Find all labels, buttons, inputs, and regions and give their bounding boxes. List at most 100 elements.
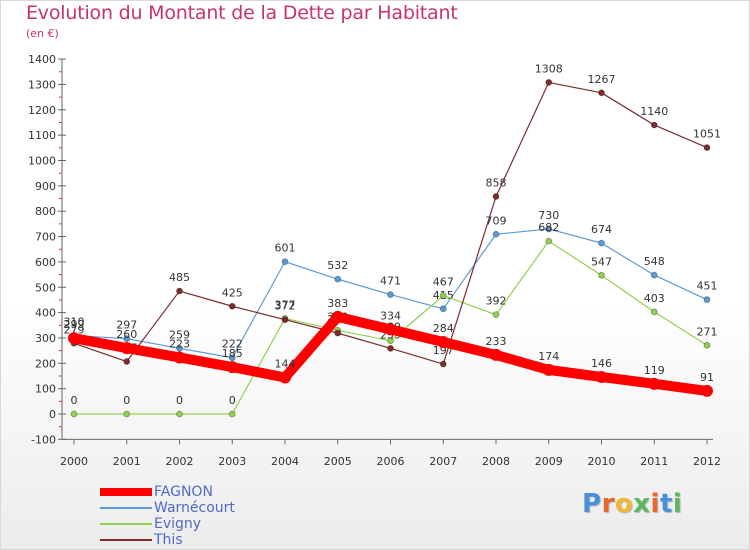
data-label-fagnon: 260 — [116, 328, 137, 341]
data-label-this: 1308 — [535, 62, 563, 75]
y-tick-label: -100 — [31, 433, 56, 446]
data-point-warnecourt — [650, 271, 658, 279]
data-label-this: 858 — [486, 176, 507, 189]
data-point-this — [545, 79, 553, 86]
x-tick-label: 2002 — [166, 455, 194, 468]
data-label-warnecourt: 730 — [538, 209, 559, 222]
data-label-warnecourt: 709 — [486, 214, 507, 227]
data-point-fagnon — [68, 332, 80, 345]
y-tick-label: 800 — [35, 205, 56, 218]
data-point-evigny — [176, 410, 183, 418]
legend-label-this: This — [154, 532, 183, 548]
data-point-warnecourt — [176, 344, 183, 352]
data-point-fagnon — [595, 370, 608, 383]
data-label-warnecourt: 674 — [591, 223, 612, 236]
data-label-evigny: 467 — [433, 276, 454, 289]
data-point-fagnon — [437, 336, 450, 349]
data-point-evigny — [703, 341, 711, 349]
data-point-evigny — [650, 308, 658, 316]
y-tick-label: 600 — [35, 256, 56, 269]
data-label-this: 279 — [64, 323, 85, 336]
data-label-fagnon: 185 — [222, 347, 243, 360]
data-point-fagnon — [701, 384, 713, 397]
data-label-this: 425 — [222, 286, 243, 299]
y-tick-label: 900 — [35, 180, 56, 193]
data-point-evigny — [387, 337, 394, 345]
data-point-warnecourt — [703, 296, 711, 304]
data-point-fagnon — [279, 371, 291, 384]
data-point-this — [387, 344, 394, 352]
data-point-this — [703, 144, 711, 151]
data-label-evigny: 547 — [591, 255, 612, 268]
legend-item-warnecourt: Warnécourt — [100, 500, 300, 516]
data-point-warnecourt — [228, 354, 236, 362]
data-label-warnecourt: 259 — [169, 328, 190, 341]
y-tick-label: 700 — [35, 231, 56, 244]
data-label-this: 1140 — [640, 105, 668, 118]
data-point-evigny — [70, 410, 78, 418]
data-label-fagnon: 119 — [644, 364, 665, 377]
data-label-warnecourt: 601 — [275, 242, 296, 255]
data-label-fagnon: 233 — [486, 335, 507, 348]
legend-item-fagnon: FAGNON — [100, 484, 300, 500]
x-tick-label: 2003 — [218, 455, 246, 468]
data-label-evigny: 0 — [229, 394, 236, 407]
data-label-warnecourt: 310 — [64, 315, 85, 328]
data-label-warnecourt: 471 — [380, 275, 401, 288]
data-label-evigny: 271 — [697, 325, 718, 338]
data-point-fagnon — [384, 323, 397, 336]
data-point-evigny — [598, 271, 605, 279]
data-point-this — [123, 358, 131, 365]
data-point-evigny — [228, 410, 236, 418]
data-label-fagnon: 174 — [538, 350, 559, 363]
data-point-this — [281, 316, 289, 324]
data-label-evigny: 682 — [538, 221, 559, 234]
x-tick-label: 2001 — [113, 455, 141, 468]
data-label-this: 1051 — [693, 128, 721, 141]
legend-swatch-warnecourt — [100, 507, 152, 509]
data-point-warnecourt — [123, 335, 131, 343]
data-label-warnecourt: 297 — [116, 319, 137, 332]
y-tick-label: 300 — [35, 332, 56, 345]
data-point-fagnon — [331, 310, 344, 323]
data-label-evigny: 0 — [123, 394, 130, 407]
legend-swatch-evigny — [100, 523, 152, 525]
x-tick-label: 2009 — [535, 455, 563, 468]
y-tick-label: 1400 — [28, 53, 56, 66]
data-point-fagnon — [648, 377, 661, 390]
chart-subtitle: (en €) — [26, 27, 59, 40]
data-label-warnecourt: 222 — [222, 338, 243, 351]
data-label-fagnon: 223 — [169, 337, 190, 350]
legend-swatch-this — [100, 539, 152, 541]
data-label-fagnon: 91 — [700, 371, 714, 384]
data-point-warnecourt — [334, 275, 342, 283]
legend-label-fagnon: FAGNON — [154, 484, 213, 500]
data-label-fagnon: 284 — [433, 322, 454, 335]
data-point-warnecourt — [492, 230, 500, 238]
data-label-this: 1267 — [588, 73, 616, 86]
y-tick-label: 400 — [35, 307, 56, 320]
data-point-warnecourt — [545, 225, 553, 233]
proxiti-logo: Proxiti — [582, 489, 683, 519]
data-label-evigny: 0 — [71, 394, 78, 407]
data-point-this — [228, 302, 236, 310]
data-point-fagnon — [173, 351, 186, 364]
y-tick-label: 500 — [35, 281, 56, 294]
data-label-fagnon: 383 — [327, 297, 348, 310]
legend-item-evigny: Evigny — [100, 516, 300, 532]
y-tick-label: 200 — [35, 357, 56, 370]
x-tick-label: 2011 — [640, 455, 668, 468]
data-point-evigny — [492, 311, 500, 319]
data-label-fagnon: 146 — [591, 357, 612, 370]
y-tick-label: 100 — [35, 383, 56, 396]
x-tick-label: 2010 — [588, 455, 616, 468]
legend-swatch-fagnon — [100, 488, 152, 496]
data-label-warnecourt: 532 — [327, 259, 348, 272]
data-label-fagnon: 334 — [380, 309, 401, 322]
data-point-fagnon — [120, 342, 133, 355]
x-tick-label: 2000 — [60, 455, 88, 468]
data-point-evigny — [123, 410, 131, 418]
legend-label-warnecourt: Warnécourt — [154, 500, 235, 516]
data-point-fagnon — [542, 363, 555, 376]
